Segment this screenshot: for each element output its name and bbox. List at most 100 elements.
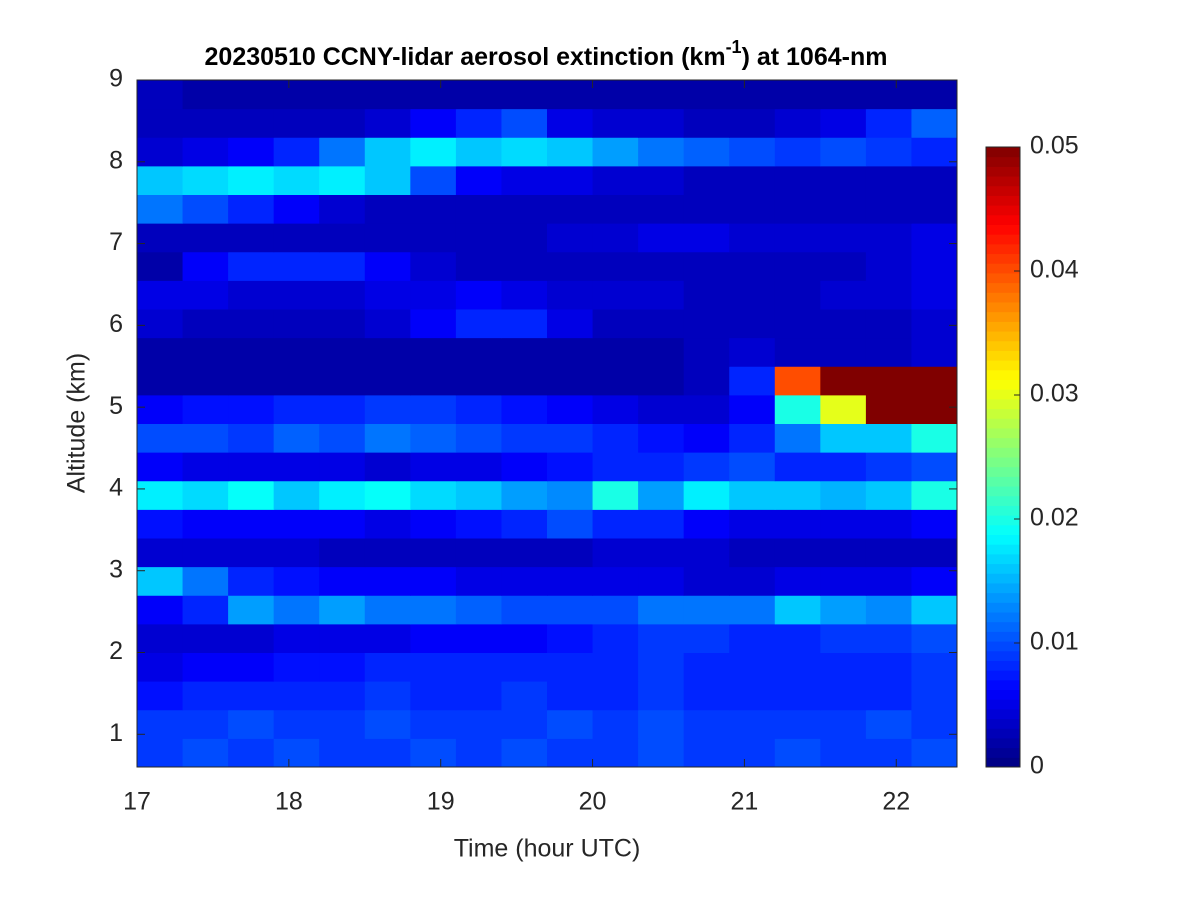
colorbar-swatch xyxy=(986,466,1020,477)
heat-cell xyxy=(182,366,229,396)
colorbar-swatch xyxy=(986,699,1020,710)
heat-cell xyxy=(638,452,685,482)
heat-cell xyxy=(364,366,411,396)
heat-cell xyxy=(273,80,320,110)
heat-cell xyxy=(774,223,821,253)
heat-cell xyxy=(683,137,730,167)
colorbar-swatch xyxy=(986,737,1020,749)
heat-cell xyxy=(592,137,639,167)
heat-cell xyxy=(228,309,275,339)
heat-cell xyxy=(364,452,411,482)
heat-cell xyxy=(592,223,639,253)
heat-cell xyxy=(683,108,730,138)
heat-cell xyxy=(729,509,776,539)
heat-cell xyxy=(547,337,594,367)
colorbar-swatch xyxy=(986,195,1020,206)
colorbar-swatch xyxy=(986,747,1020,758)
heat-cell xyxy=(273,423,320,453)
colorbar-swatch xyxy=(986,553,1020,565)
heat-cell xyxy=(683,738,730,768)
heat-cell xyxy=(547,309,594,339)
heat-cell xyxy=(638,709,685,739)
heat-cell xyxy=(820,366,867,396)
heat-cell xyxy=(729,309,776,339)
heat-cell xyxy=(501,738,548,768)
heat-cell xyxy=(319,423,366,453)
heat-cell xyxy=(273,480,320,510)
heat-cell xyxy=(638,566,685,596)
heat-cell xyxy=(638,194,685,224)
heat-cell xyxy=(683,509,730,539)
heat-cell xyxy=(455,709,502,739)
colorbar-tick-label: 0.02 xyxy=(1030,504,1079,532)
heat-cell xyxy=(364,251,411,281)
heat-cell xyxy=(410,366,457,396)
heat-cell xyxy=(228,366,275,396)
heat-cell xyxy=(273,709,320,739)
heat-cell xyxy=(319,337,366,367)
y-tick-label: 5 xyxy=(109,392,123,420)
heat-cell xyxy=(228,394,275,424)
heat-cell xyxy=(638,80,685,110)
heat-cell xyxy=(729,738,776,768)
heat-cell xyxy=(273,566,320,596)
heat-cell xyxy=(911,251,958,281)
heat-cell xyxy=(273,394,320,424)
heat-cell xyxy=(729,366,776,396)
heat-cell xyxy=(865,480,912,510)
colorbar-swatch xyxy=(986,447,1020,458)
heat-cell xyxy=(410,423,457,453)
heat-cell xyxy=(911,280,958,310)
heat-cell xyxy=(683,652,730,682)
heat-cell xyxy=(592,623,639,653)
heat-cell xyxy=(683,366,730,396)
heat-cell xyxy=(638,366,685,396)
heat-cell xyxy=(638,623,685,653)
heat-cell xyxy=(729,623,776,653)
heat-cell xyxy=(137,108,184,138)
heat-cell xyxy=(364,108,411,138)
heat-cell xyxy=(455,423,502,453)
heat-cell xyxy=(820,251,867,281)
heat-cell xyxy=(774,452,821,482)
heat-cell xyxy=(501,652,548,682)
heat-cell xyxy=(410,337,457,367)
heat-cell xyxy=(410,738,457,768)
heat-cell xyxy=(228,738,275,768)
colorbar-swatch xyxy=(986,427,1020,439)
heat-cell xyxy=(364,566,411,596)
heat-cell xyxy=(182,194,229,224)
heat-cell xyxy=(182,652,229,682)
heat-cell xyxy=(820,194,867,224)
heat-cell xyxy=(410,223,457,253)
heat-cell xyxy=(729,423,776,453)
heat-cell xyxy=(455,681,502,711)
heat-cell xyxy=(273,652,320,682)
heat-cell xyxy=(137,681,184,711)
heat-cell xyxy=(911,595,958,625)
heat-cell xyxy=(364,709,411,739)
colorbar-tick-label: 0.05 xyxy=(1030,132,1079,160)
heat-cell xyxy=(273,337,320,367)
heat-cell xyxy=(137,652,184,682)
heat-cell xyxy=(683,309,730,339)
colorbar-swatch xyxy=(986,544,1020,555)
heat-cell xyxy=(592,652,639,682)
heat-cell xyxy=(911,566,958,596)
heat-cell xyxy=(410,452,457,482)
heat-cell xyxy=(820,165,867,195)
colorbar-swatch xyxy=(986,476,1020,487)
heat-cell xyxy=(774,623,821,653)
heat-cell xyxy=(911,194,958,224)
heat-cell xyxy=(865,681,912,711)
x-axis-label: Time (hour UTC) xyxy=(454,835,641,863)
heat-cell xyxy=(319,681,366,711)
heat-cell xyxy=(137,452,184,482)
heat-cell xyxy=(137,738,184,768)
colorbar-swatch xyxy=(986,505,1020,516)
x-tick-label: 22 xyxy=(882,788,910,816)
heat-cell xyxy=(865,452,912,482)
colorbar-swatch xyxy=(986,340,1020,351)
colorbar-swatch xyxy=(986,418,1020,429)
heat-cell xyxy=(729,137,776,167)
